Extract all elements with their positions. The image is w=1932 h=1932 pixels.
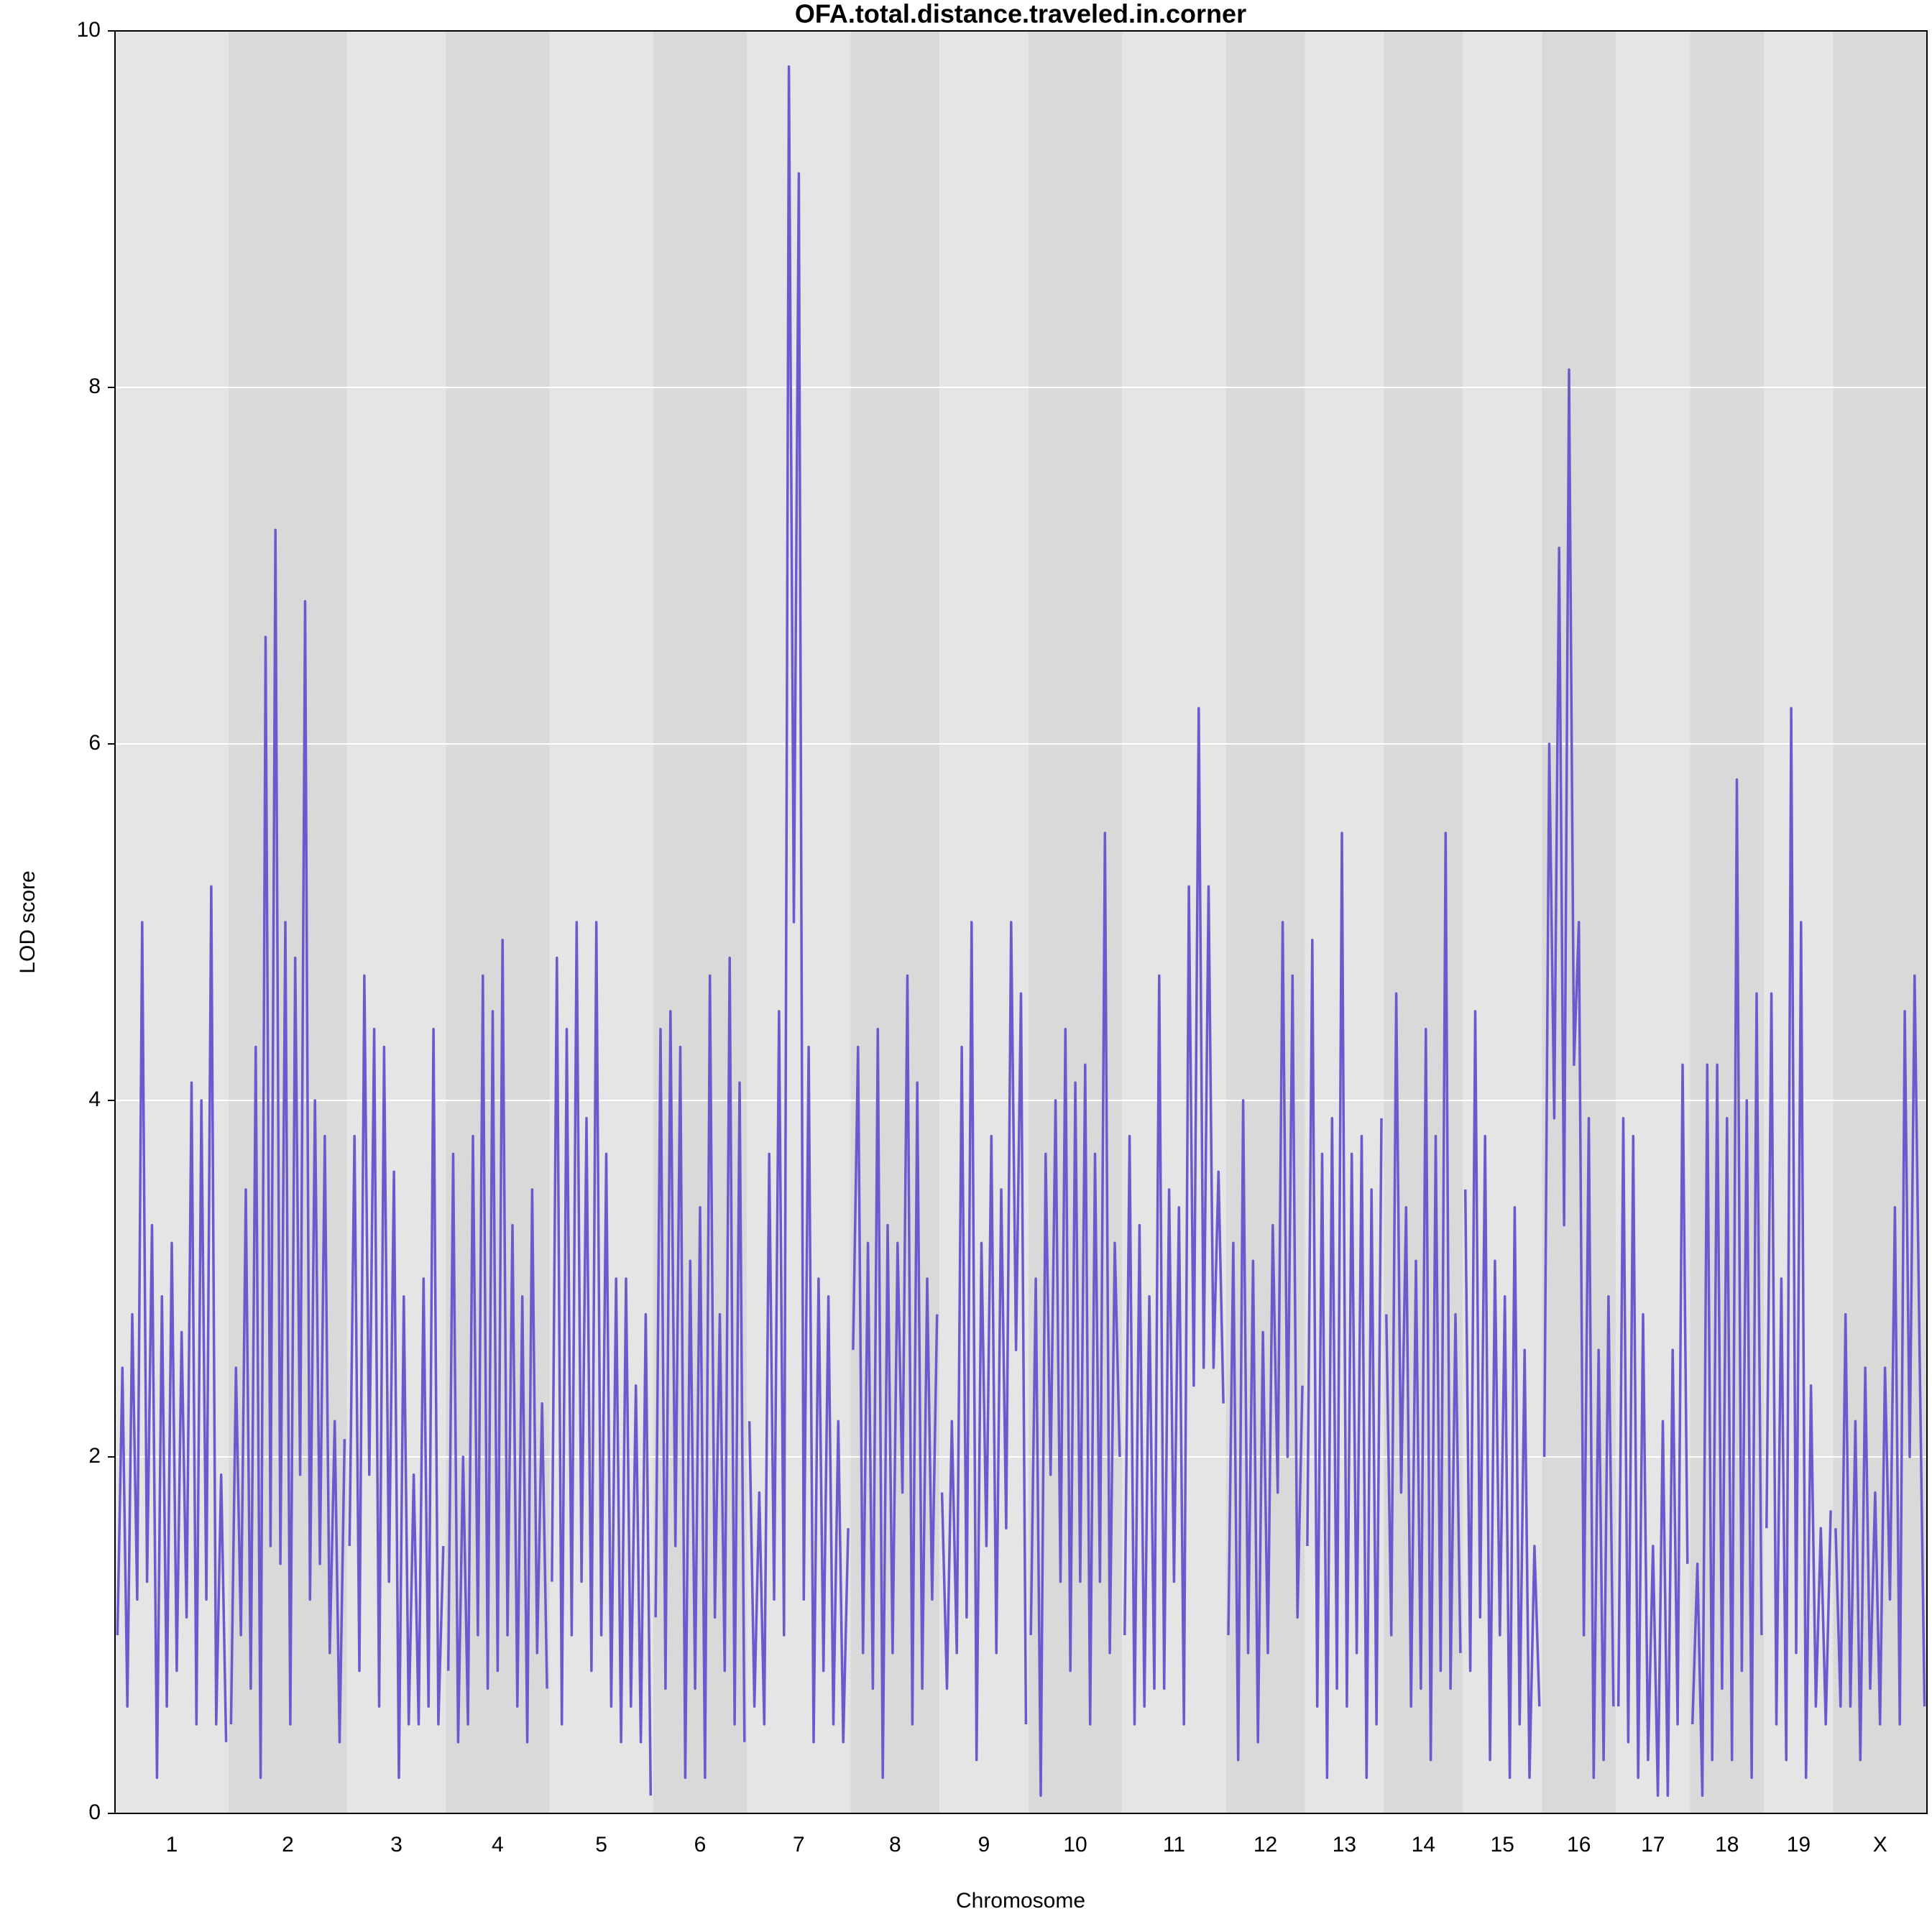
lod-line <box>551 921 653 1796</box>
chromosome-band <box>1384 31 1463 1813</box>
lod-line <box>229 528 346 1780</box>
lod-line <box>116 885 228 1780</box>
x-tick-label: 7 <box>793 1833 805 1857</box>
chromosome-band <box>939 31 1029 1813</box>
lod-line <box>940 921 1028 1762</box>
lod-line <box>446 939 548 1744</box>
x-tick-label: 15 <box>1491 1833 1514 1857</box>
x-tick-label: 13 <box>1333 1833 1356 1857</box>
chromosome-band <box>1690 31 1765 1813</box>
x-tick-label: 17 <box>1641 1833 1665 1857</box>
lod-line <box>1616 1063 1689 1797</box>
x-tick-label: 16 <box>1567 1833 1591 1857</box>
y-tick-label: 8 <box>88 374 101 398</box>
x-tick-label: 12 <box>1254 1833 1277 1857</box>
x-tick-label: 14 <box>1412 1833 1435 1857</box>
x-tick-label: 1 <box>166 1833 178 1857</box>
y-tick-label: 4 <box>88 1087 101 1111</box>
chromosome-band <box>653 31 748 1813</box>
lod-line <box>1834 974 1926 1762</box>
x-axis-label: Chromosome <box>956 1889 1085 1913</box>
lod-line <box>1123 707 1225 1726</box>
lod-line <box>1029 832 1121 1797</box>
lod-line <box>1463 1010 1541 1780</box>
chromosome-band <box>1616 31 1690 1813</box>
x-tick-label: 11 <box>1163 1833 1185 1857</box>
y-tick-label: 6 <box>88 731 101 755</box>
lod-line <box>1227 921 1304 1762</box>
y-axis-label: LOD score <box>16 870 40 973</box>
lod-line <box>852 974 939 1780</box>
lod-line <box>1690 778 1763 1797</box>
x-tick-label: 5 <box>595 1833 607 1857</box>
plot-layer <box>115 30 1927 1814</box>
chromosome-band <box>115 31 229 1813</box>
x-tick-label: 9 <box>978 1833 990 1857</box>
lod-line <box>348 974 445 1780</box>
y-tick-label: 0 <box>88 1800 101 1824</box>
plot-frame <box>114 30 1928 1814</box>
x-tick-label: 10 <box>1063 1833 1087 1857</box>
lod-line <box>748 65 850 1744</box>
lod-line <box>1385 832 1462 1762</box>
x-tick-label: 2 <box>282 1833 294 1857</box>
x-tick-label: 8 <box>889 1833 901 1857</box>
y-tick-label: 10 <box>77 18 101 42</box>
lod-line <box>1542 368 1615 1780</box>
x-tick-label: 19 <box>1787 1833 1811 1857</box>
x-tick-label: X <box>1873 1833 1887 1857</box>
chart-title: OFA.total.distance.traveled.in.corner <box>795 0 1246 29</box>
lod-line <box>654 956 746 1780</box>
lod-line <box>1765 707 1832 1780</box>
x-tick-label: 4 <box>492 1833 504 1857</box>
x-tick-label: 3 <box>390 1833 402 1857</box>
x-tick-label: 6 <box>694 1833 707 1857</box>
y-tick-label: 2 <box>88 1444 101 1468</box>
x-tick-label: 18 <box>1715 1833 1739 1857</box>
lod-line <box>1306 832 1383 1780</box>
